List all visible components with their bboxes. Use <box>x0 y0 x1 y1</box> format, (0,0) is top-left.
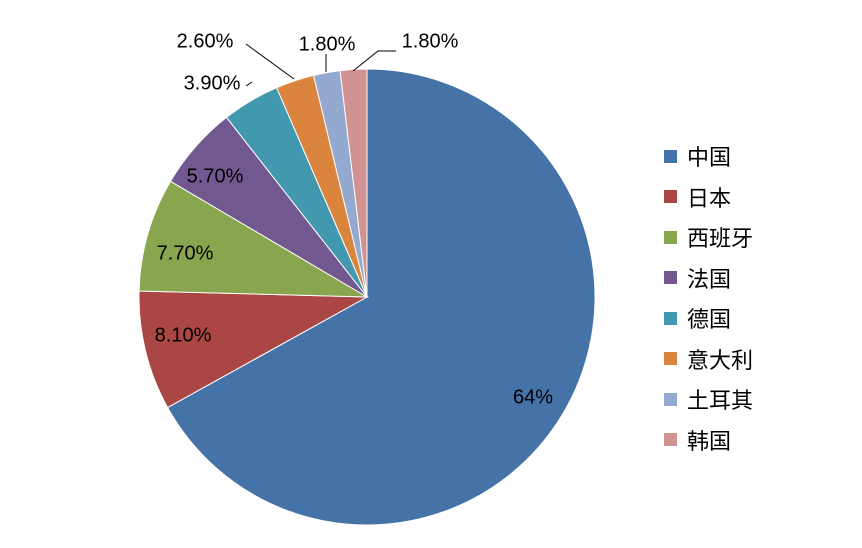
legend-item: 日本 <box>664 177 844 218</box>
legend-swatch <box>664 271 677 285</box>
leader-line-6 <box>245 43 295 80</box>
legend-label: 中国 <box>687 146 732 172</box>
data-label-6: 2.60% <box>177 30 234 52</box>
pie-slice-8 <box>339 68 368 298</box>
legend-item: 西班牙 <box>664 217 844 258</box>
legend-swatch <box>664 149 677 163</box>
data-label-4: 5.70% <box>187 165 244 187</box>
pie-slice-1 <box>166 68 596 526</box>
legend-swatch <box>664 352 677 366</box>
legend-swatch <box>664 392 677 406</box>
legend-label: 韩国 <box>687 429 732 455</box>
legend-label: 意大利 <box>687 348 754 374</box>
legend-swatch <box>664 311 677 325</box>
data-label-3: 7.70% <box>157 242 214 264</box>
data-label-8: 1.80% <box>402 30 459 52</box>
leader-line-5 <box>245 81 253 87</box>
pie-slices <box>138 68 596 526</box>
data-label-7: 1.80% <box>299 33 356 55</box>
data-labels: 64% 8.10% 7.70% 5.70% 3.90% 2.60% 1.80% 1.80% <box>155 30 554 408</box>
legend-item: 德国 <box>664 298 844 339</box>
legend-label: 土耳其 <box>687 389 754 415</box>
legend-swatch <box>664 230 677 244</box>
leader-lines <box>245 43 396 87</box>
legend-swatch <box>664 433 677 447</box>
pie-slice-2 <box>138 290 369 409</box>
legend-label: 日本 <box>687 186 732 212</box>
legend-item: 土耳其 <box>664 379 844 420</box>
legend-item: 意大利 <box>664 339 844 380</box>
leader-line-8 <box>352 50 396 72</box>
data-label-1: 64% <box>513 386 553 408</box>
legend-item: 法国 <box>664 258 844 299</box>
pie-slice-3 <box>138 180 369 298</box>
data-label-5: 3.90% <box>184 72 241 94</box>
data-label-2: 8.10% <box>155 324 212 346</box>
legend-item: 中国 <box>664 136 844 177</box>
legend-swatch <box>664 190 677 204</box>
legend-label: 西班牙 <box>687 227 754 253</box>
legend: 中国日本西班牙法国德国意大利土耳其韩国 <box>664 136 844 460</box>
legend-item: 韩国 <box>664 420 844 461</box>
legend-label: 法国 <box>687 267 732 293</box>
legend-label: 德国 <box>687 308 732 334</box>
